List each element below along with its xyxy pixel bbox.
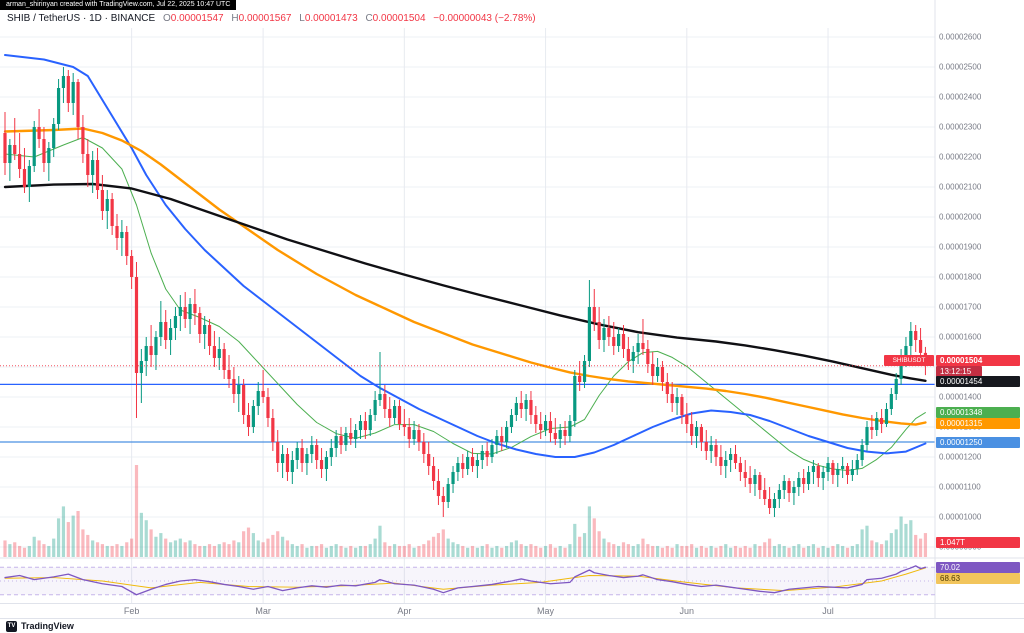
high-label: H [231,13,239,24]
tradingview-brand-name: TradingView [21,621,74,631]
svg-text:0.00001000: 0.00001000 [939,513,982,522]
bar-countdown-badge: 13:12:15 [936,366,982,377]
svg-text:0.00002500: 0.00002500 [939,63,982,72]
low-value: 0.00001473 [304,13,358,24]
low-label: L [299,13,305,24]
svg-text:0.00001900: 0.00001900 [939,243,982,252]
svg-text:0.00001600: 0.00001600 [939,333,982,342]
ma-green-price-badge[interactable]: 0.00001348 [936,407,1020,418]
ma100-price-badge[interactable]: 0.00001315 [936,418,1020,429]
svg-text:May: May [537,606,555,616]
ma200-price-badge[interactable]: 0.00001454 [936,376,1020,387]
close-label: C [365,13,373,24]
volume-badge[interactable]: 1.047T [936,537,1020,548]
last-price-badge[interactable]: 0.00001504 [936,355,1020,366]
rsi-ma-value-badge[interactable]: 68.63 [936,573,1020,584]
svg-text:0.00001800: 0.00001800 [939,273,982,282]
svg-text:Jul: Jul [822,606,834,616]
close-value: 0.00001504 [372,13,426,24]
svg-text:Mar: Mar [255,606,271,616]
svg-text:0.00002400: 0.00002400 [939,93,982,102]
svg-text:0.00001700: 0.00001700 [939,303,982,312]
svg-text:Feb: Feb [124,606,140,616]
symbol-price-tag: SHIBUSDT [884,355,934,366]
open-value: 0.00001547 [170,13,224,24]
svg-text:0.00001100: 0.00001100 [939,483,981,492]
symbol-legend[interactable]: SHIB / TetherUS · 1D · BINANCE O0.000015… [7,13,536,24]
attribution-bar: arman_shirinyan created with TradingView… [0,0,237,10]
tradingview-brand[interactable]: TV TradingView [6,620,74,632]
svg-text:Jun: Jun [680,606,695,616]
svg-text:0.00002100: 0.00002100 [939,183,982,192]
svg-text:0.00001200: 0.00001200 [939,453,982,462]
symbol-title[interactable]: SHIB / TetherUS · 1D · BINANCE [7,13,156,24]
high-value: 0.00001567 [238,13,292,24]
change-value: −0.00000043 (−2.78%) [433,13,536,24]
svg-text:Apr: Apr [397,606,411,616]
svg-text:0.00002000: 0.00002000 [939,213,982,222]
svg-text:0.00002200: 0.00002200 [939,153,982,162]
svg-text:0.00002300: 0.00002300 [939,123,982,132]
svg-text:0.00001400: 0.00001400 [939,393,982,402]
rsi-value-badge[interactable]: 70.02 [936,562,1020,573]
svg-text:0.00002600: 0.00002600 [939,33,982,42]
open-label: O [162,13,171,24]
bottom-toolbar: TV TradingView [0,618,1024,633]
tradingview-logo-icon: TV [6,620,17,632]
hline-price-badge[interactable]: 0.00001250 [936,437,1020,448]
